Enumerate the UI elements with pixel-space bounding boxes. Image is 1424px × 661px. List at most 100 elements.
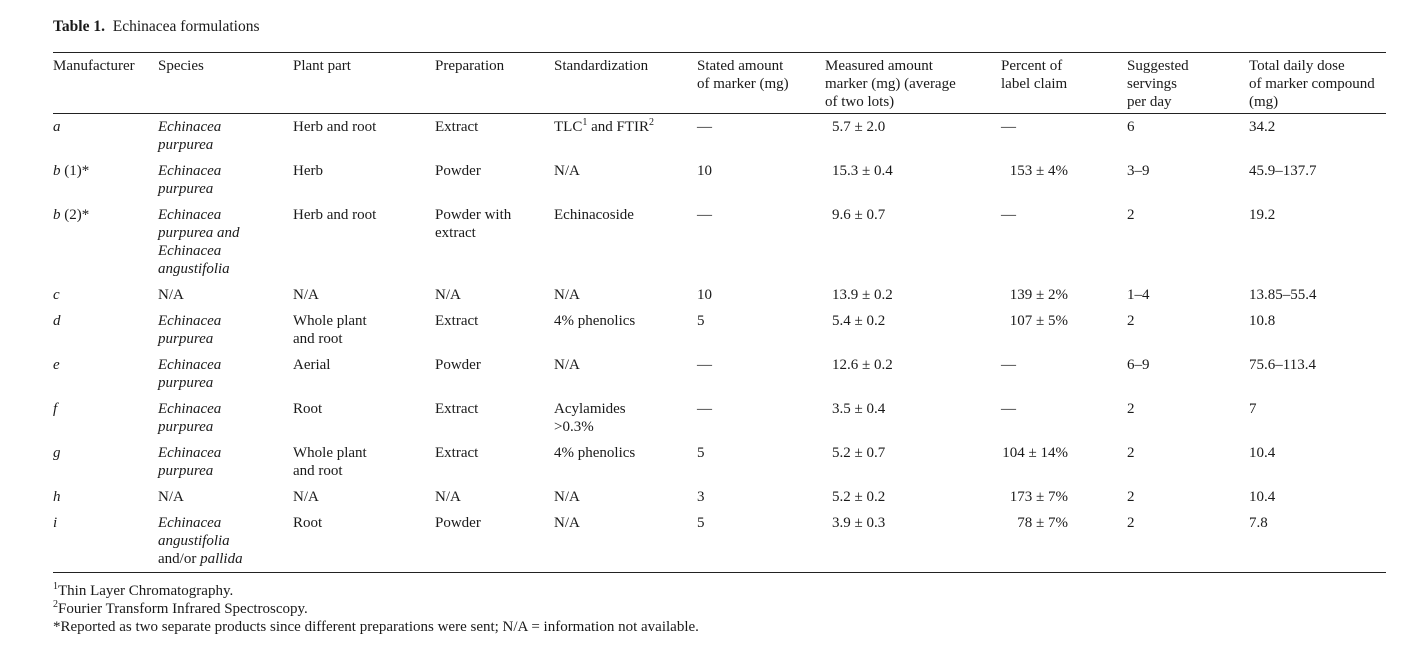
- cell-stated-amount: 3: [697, 489, 705, 505]
- cell-manufacturer: g: [53, 445, 61, 461]
- cell-stated-amount: 10: [697, 163, 712, 179]
- col-header-total-daily-dose: Total daily dose of marker compound (mg): [1249, 58, 1375, 110]
- cell-standardization: N/A: [554, 287, 580, 303]
- cell-manufacturer: f: [53, 401, 58, 417]
- cell-manufacturer: b (1)*: [53, 163, 90, 179]
- footnote: 1Thin Layer Chromatography.: [53, 581, 234, 600]
- cell-plant-part: N/A: [293, 287, 319, 303]
- cell-preparation: N/A: [435, 287, 461, 303]
- cell-measured-amount: 5.2 ± 0.2: [832, 489, 886, 505]
- cell-plant-part: Aerial: [293, 357, 331, 373]
- cell-measured-amount: 3.5 ± 0.4: [832, 401, 886, 417]
- cell-measured-amount: 5.4 ± 0.2: [832, 313, 886, 329]
- cell-species: Echinacea purpurea: [158, 357, 222, 391]
- cell-manufacturer: d: [53, 313, 61, 329]
- cell-stated-amount: 10: [697, 287, 712, 303]
- cell-standardization: Acylamides >0.3%: [554, 401, 626, 435]
- col-header-preparation: Preparation: [435, 58, 505, 74]
- cell-plant-part: Root: [293, 515, 323, 531]
- table-header-rule: [53, 113, 1386, 114]
- cell-preparation: Extract: [435, 445, 479, 461]
- cell-standardization: TLC1 and FTIR2: [554, 117, 655, 136]
- cell-preparation: Extract: [435, 119, 479, 135]
- cell-stated-amount: —: [697, 401, 712, 417]
- cell-stated-amount: 5: [697, 515, 705, 531]
- cell-stated-amount: —: [697, 357, 712, 373]
- cell-servings-per-day: 2: [1127, 401, 1135, 417]
- cell-preparation: Extract: [435, 401, 479, 417]
- cell-percent-label-claim: 104 ± 14%: [1002, 445, 1068, 461]
- table-title: Echinacea formulations: [112, 18, 260, 35]
- cell-percent-label-claim: 139 ± 2%: [1009, 287, 1068, 303]
- col-header-species: Species: [158, 58, 204, 74]
- cell-species: N/A: [158, 489, 184, 505]
- table-top-rule: [53, 52, 1386, 53]
- cell-total-daily-dose: 7.8: [1249, 515, 1268, 531]
- cell-preparation: Powder: [435, 163, 481, 179]
- col-header-measured-amount: Measured amount marker (mg) (average of tw…: [825, 58, 956, 110]
- cell-percent-label-claim: —: [1001, 401, 1016, 417]
- cell-total-daily-dose: 10.4: [1249, 489, 1276, 505]
- cell-plant-part: Herb and root: [293, 207, 377, 223]
- cell-stated-amount: 5: [697, 445, 705, 461]
- cell-percent-label-claim: —: [1001, 207, 1016, 223]
- cell-stated-amount: 5: [697, 313, 705, 329]
- col-header-manufacturer: Manufacturer: [53, 58, 135, 74]
- cell-percent-label-claim: 173 ± 7%: [1009, 489, 1068, 505]
- cell-measured-amount: 9.6 ± 0.7: [832, 207, 886, 223]
- cell-plant-part: Whole plant and root: [293, 445, 367, 479]
- cell-standardization: N/A: [554, 515, 580, 531]
- cell-total-daily-dose: 7: [1249, 401, 1257, 417]
- cell-servings-per-day: 6–9: [1127, 357, 1150, 373]
- cell-percent-label-claim: —: [1001, 357, 1016, 373]
- cell-preparation: Extract: [435, 313, 479, 329]
- cell-species: Echinacea purpurea: [158, 163, 222, 197]
- cell-preparation: Powder: [435, 357, 481, 373]
- cell-plant-part: Herb: [293, 163, 323, 179]
- cell-servings-per-day: 1–4: [1127, 287, 1150, 303]
- cell-species: Echinacea purpurea: [158, 401, 222, 435]
- cell-preparation: Powder with extract: [435, 207, 512, 241]
- cell-stated-amount: —: [697, 119, 712, 135]
- col-header-servings-per-day: Suggested servings per day: [1127, 58, 1189, 110]
- table-bottom-rule: [53, 572, 1386, 573]
- col-header-standardization: Standardization: [554, 58, 649, 74]
- cell-measured-amount: 5.7 ± 2.0: [832, 119, 886, 135]
- cell-standardization: N/A: [554, 489, 580, 505]
- col-header-plant-part: Plant part: [293, 58, 351, 74]
- cell-measured-amount: 3.9 ± 0.3: [832, 515, 886, 531]
- cell-plant-part: Herb and root: [293, 119, 377, 135]
- cell-standardization: 4% phenolics: [554, 445, 636, 461]
- cell-total-daily-dose: 45.9–137.7: [1249, 163, 1317, 179]
- cell-plant-part: Root: [293, 401, 323, 417]
- cell-species: Echinacea purpurea: [158, 313, 222, 347]
- cell-standardization: 4% phenolics: [554, 313, 636, 329]
- cell-measured-amount: 15.3 ± 0.4: [832, 163, 893, 179]
- cell-species: Echinacea purpurea and Echinacea angustifol…: [158, 207, 240, 277]
- cell-species: Echinacea angustifolia and/or pallida: [158, 515, 243, 567]
- cell-manufacturer: h: [53, 489, 61, 505]
- col-header-stated-amount: Stated amount of marker (mg): [697, 58, 789, 92]
- cell-preparation: N/A: [435, 489, 461, 505]
- cell-percent-label-claim: —: [1001, 119, 1016, 135]
- cell-total-daily-dose: 34.2: [1249, 119, 1276, 135]
- footnote: 2Fourier Transform Infrared Spectroscopy…: [53, 599, 308, 618]
- cell-total-daily-dose: 13.85–55.4: [1249, 287, 1317, 303]
- cell-measured-amount: 13.9 ± 0.2: [832, 287, 893, 303]
- cell-preparation: Powder: [435, 515, 481, 531]
- table-caption: Table 1. Echinacea formulations: [53, 18, 260, 36]
- cell-measured-amount: 5.2 ± 0.7: [832, 445, 886, 461]
- cell-standardization: Echinacoside: [554, 207, 634, 223]
- cell-servings-per-day: 2: [1127, 445, 1135, 461]
- cell-manufacturer: c: [53, 287, 60, 303]
- cell-total-daily-dose: 10.4: [1249, 445, 1276, 461]
- cell-servings-per-day: 2: [1127, 515, 1135, 531]
- table-number: Table 1.: [53, 18, 105, 35]
- cell-percent-label-claim: 107 ± 5%: [1009, 313, 1068, 329]
- cell-total-daily-dose: 19.2: [1249, 207, 1276, 223]
- cell-servings-per-day: 2: [1127, 313, 1135, 329]
- cell-plant-part: N/A: [293, 489, 319, 505]
- cell-manufacturer: b (2)*: [53, 207, 90, 223]
- cell-stated-amount: —: [697, 207, 712, 223]
